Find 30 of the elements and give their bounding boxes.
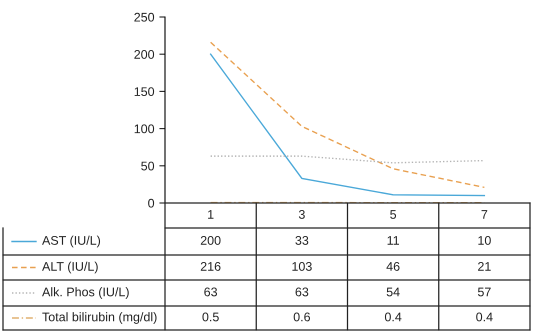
- data-label: 0.4: [384, 312, 402, 322]
- y-tick-label: 100: [134, 124, 154, 134]
- y-tick-label: 50: [141, 162, 154, 170]
- data-label: 216: [200, 262, 221, 271]
- data-label: 63: [204, 288, 218, 296]
- data-label: 33: [295, 236, 308, 245]
- data-label: 11: [388, 236, 400, 245]
- data-label: 103: [292, 262, 312, 271]
- data-label: 21: [478, 262, 491, 271]
- legend-label: AST (IU/L): [42, 236, 100, 248]
- y-tick-label: 250: [134, 12, 154, 22]
- x-tick-label: 5: [390, 210, 396, 219]
- legend-label: Total bilirubin (mg/dl): [42, 312, 157, 324]
- data-label: 57: [478, 288, 491, 296]
- x-tick-label: 7: [482, 210, 488, 219]
- data-label: 0.5: [202, 312, 219, 322]
- data-label: 54: [386, 288, 400, 296]
- data-label: 0.6: [294, 312, 310, 322]
- y-tick-label: 200: [134, 50, 154, 59]
- y-tick-label: 150: [134, 87, 154, 96]
- data-label: 10: [478, 236, 491, 245]
- data-label: 46: [386, 262, 400, 271]
- x-tick-label: 3: [298, 210, 305, 219]
- data-label: 200: [200, 236, 221, 245]
- x-tick-label: 1: [208, 210, 214, 219]
- y-tick-label: 0: [148, 198, 154, 208]
- data-label: 63: [296, 288, 308, 296]
- data-label: 0.4: [476, 312, 493, 322]
- legend-label: ALT (IU/L): [42, 262, 98, 274]
- legend-label: Alk. Phos (IU/L): [42, 287, 129, 299]
